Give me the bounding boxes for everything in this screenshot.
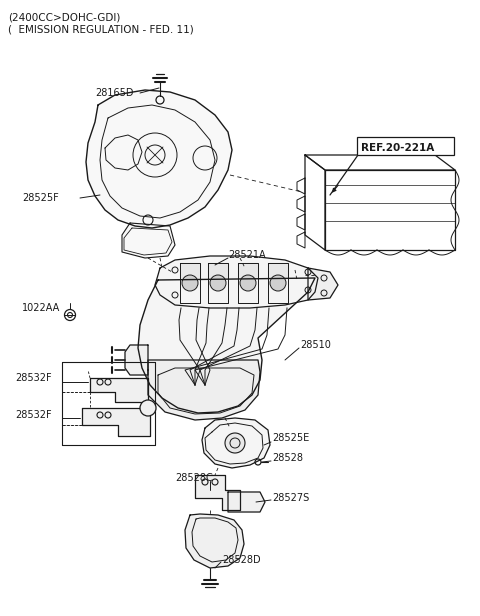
Polygon shape — [180, 263, 200, 303]
Polygon shape — [155, 256, 318, 308]
Text: 28528D: 28528D — [222, 555, 261, 565]
Polygon shape — [202, 418, 270, 468]
Polygon shape — [185, 514, 244, 568]
Polygon shape — [268, 263, 288, 303]
Text: 28532F: 28532F — [15, 410, 52, 420]
Circle shape — [240, 275, 256, 291]
Polygon shape — [125, 345, 148, 375]
Circle shape — [270, 275, 286, 291]
Polygon shape — [228, 492, 265, 512]
Polygon shape — [208, 263, 228, 303]
Text: 28528C: 28528C — [175, 473, 213, 483]
Polygon shape — [138, 278, 315, 413]
Circle shape — [182, 275, 198, 291]
Polygon shape — [148, 360, 260, 420]
Text: 28525F: 28525F — [22, 193, 59, 203]
Text: 1022AA: 1022AA — [22, 303, 60, 313]
Text: 28521A: 28521A — [228, 250, 265, 260]
Polygon shape — [90, 378, 148, 402]
Text: (2400CC>DOHC-GDI): (2400CC>DOHC-GDI) — [8, 12, 120, 22]
FancyBboxPatch shape — [357, 137, 454, 155]
Text: REF.20-221A: REF.20-221A — [361, 143, 434, 153]
Text: 28532F: 28532F — [15, 373, 52, 383]
Polygon shape — [308, 268, 338, 300]
Text: 28165D: 28165D — [95, 88, 133, 98]
Polygon shape — [122, 223, 175, 258]
Polygon shape — [238, 263, 258, 303]
Text: REF.20-221A: REF.20-221A — [360, 143, 433, 153]
Text: 28528: 28528 — [272, 453, 303, 463]
Text: 28510: 28510 — [300, 340, 331, 350]
Polygon shape — [195, 475, 240, 510]
Polygon shape — [82, 408, 150, 436]
Text: 28527S: 28527S — [272, 493, 309, 503]
Polygon shape — [86, 90, 232, 228]
Circle shape — [210, 275, 226, 291]
Circle shape — [225, 433, 245, 453]
Circle shape — [140, 400, 156, 416]
Text: 28525E: 28525E — [272, 433, 309, 443]
Text: (  EMISSION REGULATION - FED. 11): ( EMISSION REGULATION - FED. 11) — [8, 24, 194, 34]
